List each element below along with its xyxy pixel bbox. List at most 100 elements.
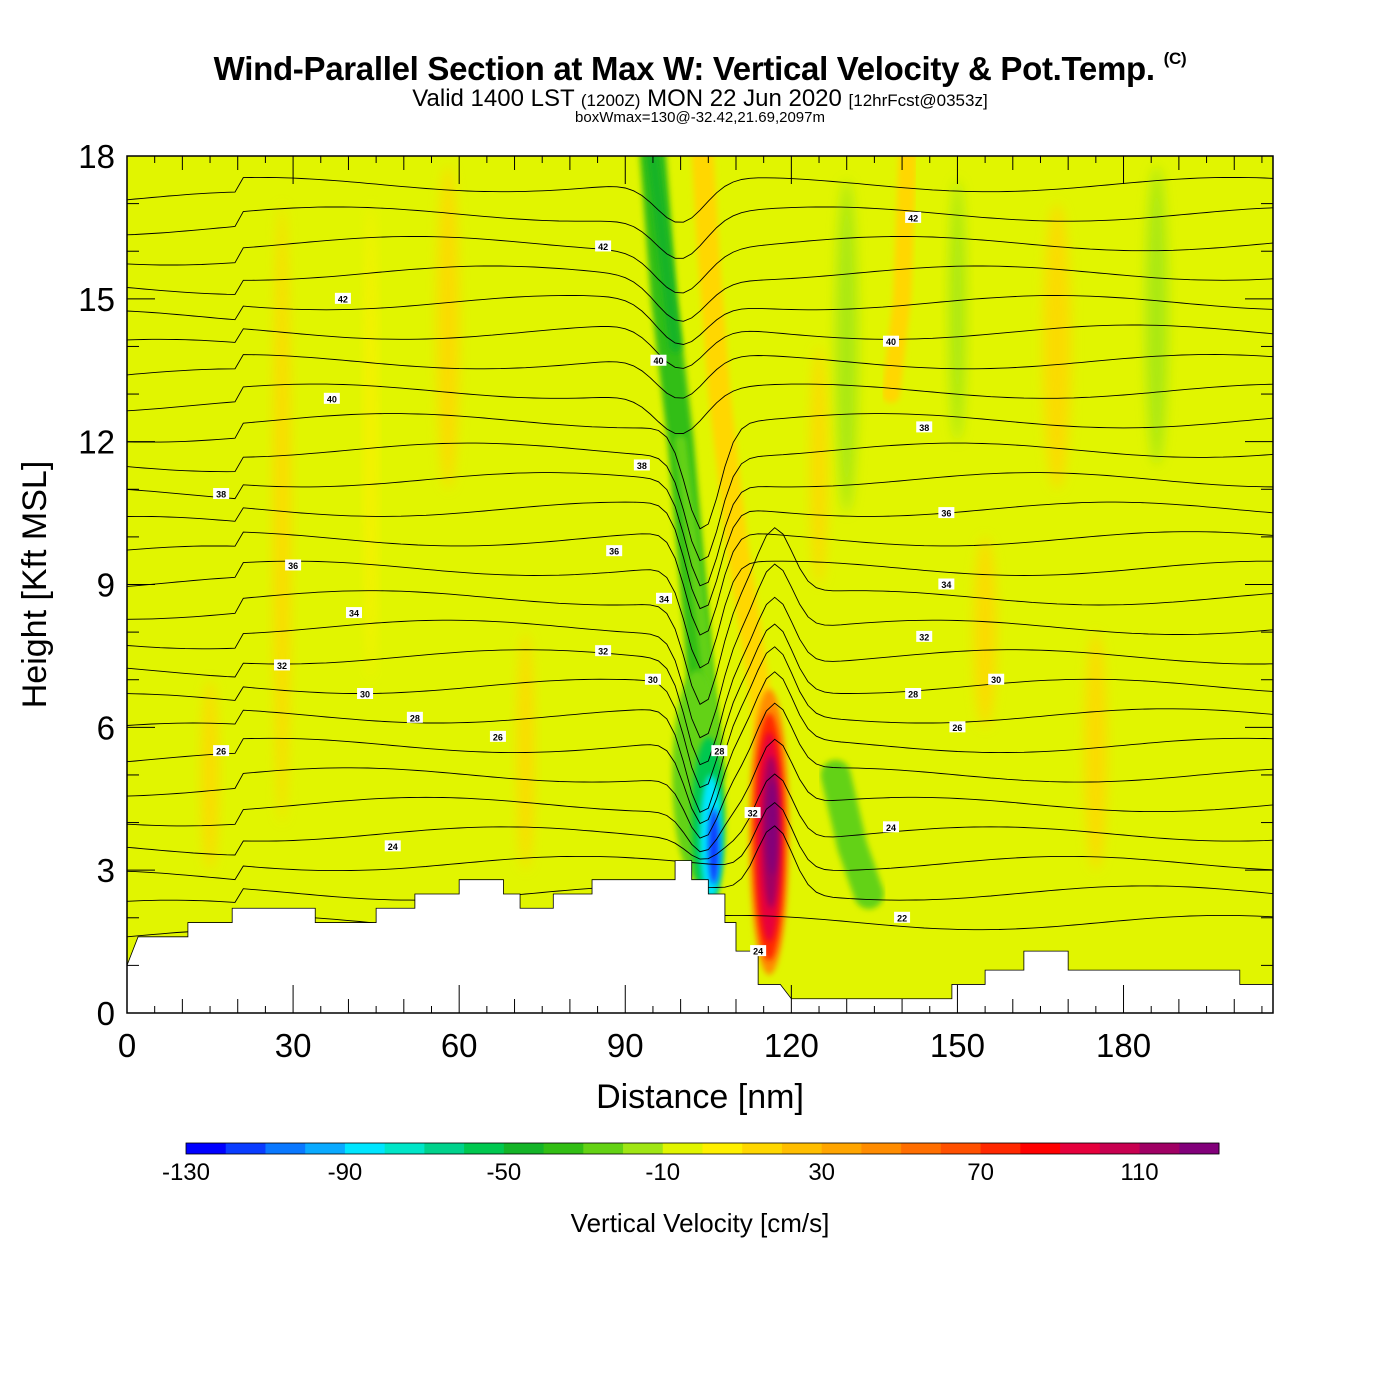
- isentrope-label-bg: [357, 688, 374, 700]
- w-streak: [517, 632, 534, 871]
- isentrope-label: 42: [905, 211, 922, 223]
- isentrope-label-text: 34: [659, 594, 669, 604]
- isentrope-label-text: 40: [327, 394, 337, 404]
- isentrope-label: 26: [213, 745, 230, 757]
- colorbar-swatch: [464, 1143, 505, 1154]
- isentrope-line: [127, 236, 1273, 294]
- isentrope-line: [127, 442, 1273, 562]
- isentrope-label: 36: [285, 559, 302, 571]
- isentrope-label: 40: [323, 392, 340, 404]
- isentrope-line: [127, 596, 1273, 766]
- isentrope-line: [127, 646, 1273, 813]
- colorbar: -130 -90 -50 -10 30 70 110 Vertical Velocity [c…: [162, 1142, 1220, 1238]
- isentrope-label-bg: [384, 840, 401, 852]
- isentrope-label-text: 24: [886, 823, 896, 833]
- isentrope-label: 30: [644, 673, 661, 685]
- isentrope-label-text: 26: [216, 747, 226, 757]
- x-tick-label: 60: [441, 1027, 478, 1064]
- isentrope-label-bg: [883, 335, 899, 347]
- chart-title: Wind-Parallel Section at Max W: Vertical…: [213, 49, 1187, 87]
- isentrope-label-text: 26: [952, 723, 962, 733]
- isentrope-label: 28: [406, 711, 423, 723]
- isentrope-label-bg: [633, 459, 650, 471]
- colorbar-swatch: [940, 1143, 982, 1154]
- isentrope-label-bg: [606, 545, 623, 557]
- colorbar-swatch: [384, 1143, 425, 1154]
- isentrope-line: [127, 354, 1273, 399]
- colorbar-frame: [185, 1142, 1220, 1155]
- colorbar-swatch: [821, 1143, 862, 1154]
- isentrope-line: [127, 206, 1273, 259]
- colorbar-swatch: [861, 1143, 902, 1154]
- isentrope-label: 28: [711, 745, 728, 757]
- utc-time: (1200Z): [580, 91, 641, 110]
- isentrope-label-bg: [595, 645, 612, 657]
- isentrope-label-bg: [285, 559, 302, 571]
- isentrope-line: [127, 563, 1273, 739]
- colorbar-tick-label: 70: [967, 1159, 994, 1186]
- isentrope-label-text: 28: [714, 747, 724, 757]
- x-tick-label: 180: [1096, 1027, 1151, 1064]
- isentrope-line: [127, 738, 1273, 853]
- isentrope-label: 32: [916, 630, 933, 642]
- isentrope-label-bg: [938, 578, 955, 590]
- isentrope-label: 42: [334, 292, 351, 304]
- isentrope-label-text: 32: [598, 647, 608, 657]
- colorbar-title: Vertical Velocity [cm/s]: [571, 1208, 830, 1238]
- isentrope-label: 40: [883, 335, 899, 347]
- isentrope-line: [127, 501, 1273, 610]
- isentrope-label-text: 24: [753, 947, 763, 957]
- isentrope-label-text: 34: [349, 609, 359, 619]
- isentrope-label-bg: [905, 211, 922, 223]
- isentrope-label: 24: [883, 821, 899, 833]
- w-streak: [201, 679, 219, 871]
- w-streak: [273, 203, 291, 823]
- colorbar-tick-label: -50: [487, 1159, 522, 1186]
- isentrope-label-text: 36: [288, 561, 298, 571]
- colorbar-swatch: [186, 1143, 227, 1154]
- colorbar-swatch: [583, 1143, 624, 1154]
- y-tick-label: 3: [97, 852, 115, 889]
- isentrope-label-bg: [894, 911, 911, 923]
- isentrope-label-text: 32: [748, 809, 758, 819]
- colorbar-swatch: [702, 1143, 743, 1154]
- isentrope-label-bg: [595, 240, 612, 252]
- colorbar-tick-label: 110: [1120, 1159, 1158, 1186]
- isentrope-line: [127, 472, 1273, 587]
- valid-date: MON 22 Jun 2020: [647, 85, 842, 112]
- w-band: [820, 759, 884, 909]
- isentrope-label-bg: [656, 592, 673, 604]
- isentrope-line: [127, 413, 1273, 530]
- isentrope-label: 24: [384, 840, 401, 852]
- isentrope-label-bg: [949, 721, 966, 733]
- isentrope-label-text: 22: [897, 913, 907, 923]
- isentrope-label-text: 42: [598, 242, 608, 252]
- isentrope-label-text: 38: [919, 423, 929, 433]
- y-tick-label: 9: [97, 567, 115, 604]
- isentrope-line: [127, 702, 1273, 839]
- isentrope-label-text: 26: [493, 732, 503, 742]
- isentrope-label-text: 32: [919, 632, 929, 642]
- isentrope-label: 38: [916, 421, 933, 433]
- isentrope-line: [127, 295, 1273, 345]
- isentrope-label-text: 32: [277, 661, 287, 671]
- x-tick-label: 90: [607, 1027, 644, 1064]
- y-tick-label: 6: [97, 709, 115, 746]
- w-streak: [810, 346, 828, 585]
- isentrope-label-bg: [883, 821, 899, 833]
- isentrope-label-text: 38: [216, 490, 226, 500]
- colorbar-swatch: [225, 1143, 266, 1154]
- colorbar-swatch: [901, 1143, 942, 1154]
- y-tick-label: 0: [97, 995, 115, 1032]
- copyright-mark: (C): [1163, 49, 1187, 68]
- y-tick-label: 15: [78, 281, 115, 318]
- w-streak: [1145, 165, 1168, 466]
- x-tick-label: 150: [930, 1027, 985, 1064]
- valid-time: Valid 1400 LST: [412, 85, 575, 112]
- isentrope-label: 34: [938, 578, 955, 590]
- isentrope-label: 34: [656, 592, 673, 604]
- isentrope-line: [127, 265, 1273, 322]
- isentrope-label-text: 40: [653, 356, 663, 366]
- isentrope-label: 36: [938, 507, 955, 519]
